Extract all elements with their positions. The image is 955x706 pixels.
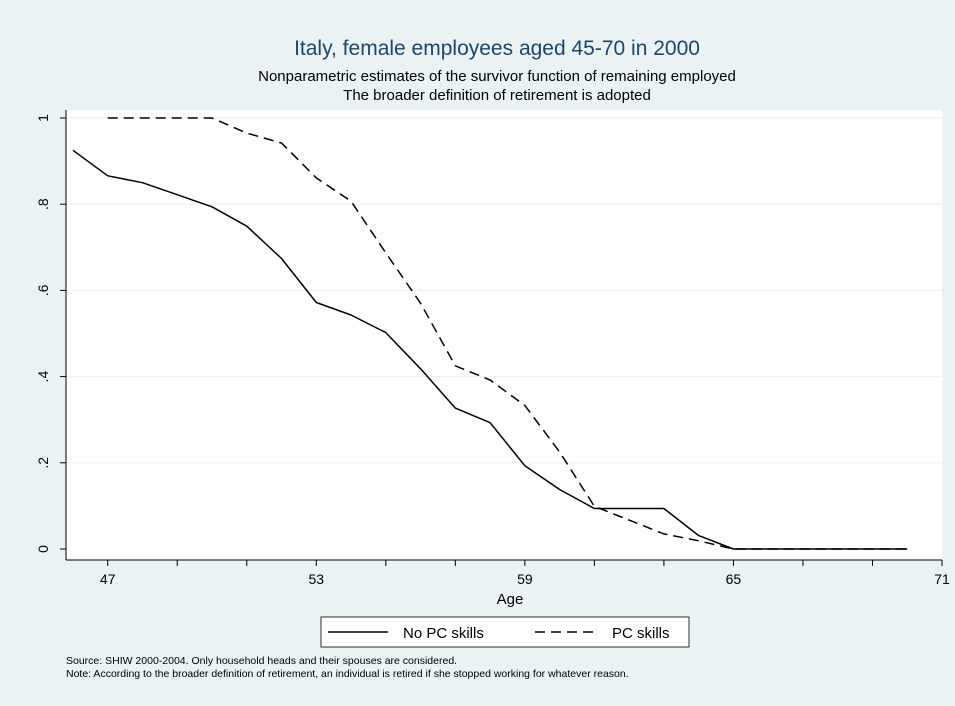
source-note: Source: SHIW 2000-2004. Only household h… xyxy=(66,655,457,667)
x-tick-label: 53 xyxy=(308,571,324,587)
y-tick-label: 1 xyxy=(35,114,51,122)
legend-label-pc: PC skills xyxy=(612,625,670,642)
x-tick-label: 59 xyxy=(517,571,533,587)
y-tick-label: .6 xyxy=(35,284,51,296)
x-tick-label: 65 xyxy=(726,571,742,587)
x-axis-ticks: 47 53 59 65 71 xyxy=(100,560,950,587)
y-tick-label: .2 xyxy=(35,457,51,469)
chart-subtitle-1: Nonparametric estimates of the survivor … xyxy=(258,68,736,85)
x-tick-label: 47 xyxy=(100,571,116,587)
plot-area xyxy=(66,110,942,560)
series-layer xyxy=(72,117,908,550)
legend-label-no-pc: No PC skills xyxy=(403,625,484,642)
y-axis-ticks: 0 .2 .4 .6 .8 1 xyxy=(35,114,66,553)
chart-subtitle-2: The broader definition of retirement is … xyxy=(343,87,651,104)
y-tick-label: 0 xyxy=(35,545,51,553)
x-axis-label: Age xyxy=(497,591,524,608)
series-line-pc-skills xyxy=(107,117,908,550)
chart-title: Italy, female employees aged 45-70 in 20… xyxy=(294,37,700,60)
y-tick-label: .8 xyxy=(35,198,51,210)
y-tick-label: .4 xyxy=(35,371,51,383)
definition-note: Note: According to the broader definitio… xyxy=(66,668,629,680)
legend: No PC skills PC skills xyxy=(320,616,690,648)
x-tick-label: 71 xyxy=(934,571,950,587)
